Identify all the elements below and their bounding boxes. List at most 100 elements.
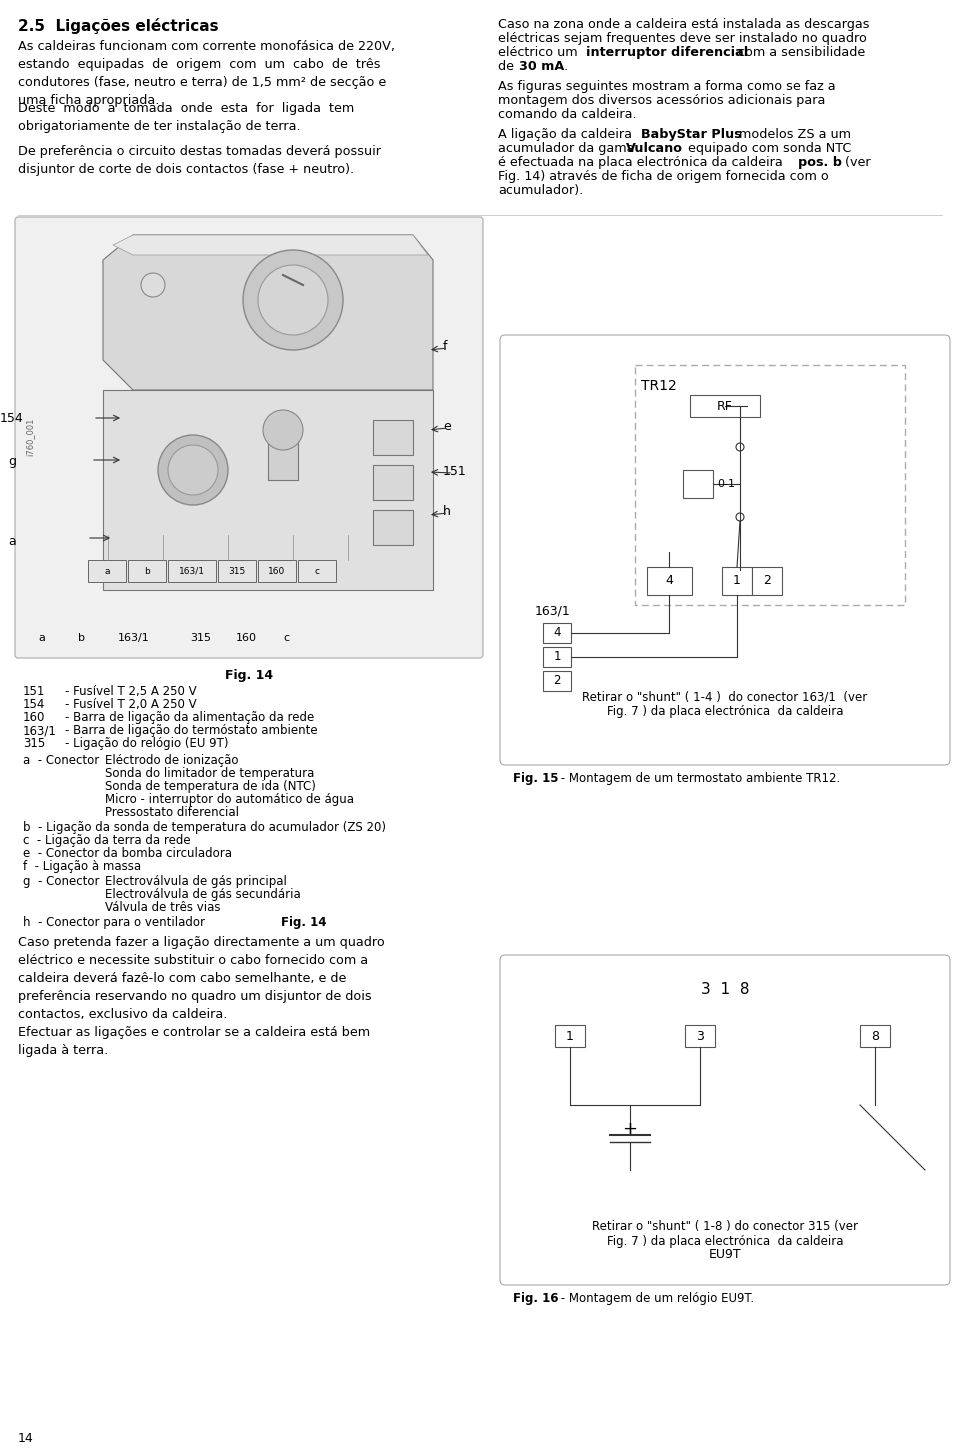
Polygon shape [113, 234, 428, 255]
Bar [860, 1025, 890, 1047]
Bar [88, 561, 126, 582]
Text: montagem dos diversos acessórios adicionais para: montagem dos diversos acessórios adicion… [498, 95, 826, 106]
Text: 30 mA: 30 mA [519, 60, 564, 73]
Text: a  - Conector: a - Conector [23, 754, 99, 767]
Text: 315: 315 [23, 737, 45, 750]
Text: b: b [144, 566, 150, 575]
Text: 2: 2 [763, 575, 771, 588]
Circle shape [736, 513, 744, 521]
Text: 1: 1 [733, 575, 741, 588]
FancyBboxPatch shape [500, 335, 950, 764]
Text: 4: 4 [665, 575, 673, 588]
Text: 163/1: 163/1 [118, 633, 150, 644]
Text: .: . [564, 60, 568, 73]
Text: 14: 14 [18, 1433, 34, 1444]
Text: 163/1: 163/1 [179, 566, 205, 575]
Text: Deste  modo  a  tomada  onde  esta  for  ligada  tem
obrigatoriamente de ter ins: Deste modo a tomada onde esta for ligada… [18, 102, 354, 132]
Text: - Montagem de um termostato ambiente TR12.: - Montagem de um termostato ambiente TR1… [557, 772, 840, 785]
Text: 0-1: 0-1 [717, 479, 735, 489]
Text: b: b [78, 633, 85, 644]
Text: Vulcano: Vulcano [626, 143, 683, 154]
Text: Electroválvula de gás secundária: Electroválvula de gás secundária [105, 888, 300, 901]
Text: RF: RF [717, 399, 732, 412]
Text: 160: 160 [269, 566, 286, 575]
Bar [543, 646, 571, 667]
Text: Sonda do limitador de temperatura: Sonda do limitador de temperatura [105, 767, 314, 780]
Text: Caso pretenda fazer a ligação directamente a um quadro
eléctrico e necessite sub: Caso pretenda fazer a ligação directamen… [18, 936, 385, 1057]
Text: Fig. 14) através de ficha de origem fornecida com o: Fig. 14) através de ficha de origem forn… [498, 170, 828, 183]
Text: acumulador).: acumulador). [498, 183, 584, 197]
Text: a: a [8, 534, 15, 547]
Text: pos. b: pos. b [798, 156, 842, 169]
Text: 2: 2 [553, 674, 561, 687]
Text: comando da caldeira.: comando da caldeira. [498, 108, 636, 121]
Bar [168, 561, 216, 582]
Text: interruptor diferencial: interruptor diferencial [586, 47, 748, 60]
Text: Sonda de temperatura de ida (NTC): Sonda de temperatura de ida (NTC) [105, 780, 316, 794]
Text: A ligação da caldeira: A ligação da caldeira [498, 128, 636, 141]
Bar [752, 566, 782, 596]
Text: Pressostato diferencial: Pressostato diferencial [105, 807, 239, 818]
Text: Retirar o "shunt" ( 1-4 )  do conector 163/1  (ver: Retirar o "shunt" ( 1-4 ) do conector 16… [583, 690, 868, 703]
Text: Retirar o "shunt" ( 1-8 ) do conector 315 (ver: Retirar o "shunt" ( 1-8 ) do conector 31… [592, 1220, 858, 1233]
Circle shape [158, 435, 228, 505]
Circle shape [243, 250, 343, 349]
Circle shape [736, 443, 744, 451]
Bar [218, 561, 256, 582]
Text: b  - Ligação da sonda de temperatura do acumulador (ZS 20): b - Ligação da sonda de temperatura do a… [23, 821, 386, 834]
Text: eléctrico um: eléctrico um [498, 47, 582, 60]
Text: 3  1  8: 3 1 8 [701, 981, 749, 997]
Text: Fig. 14: Fig. 14 [225, 668, 273, 681]
Bar [690, 395, 760, 416]
Bar [543, 671, 571, 692]
Text: 3: 3 [696, 1029, 704, 1042]
Text: - Fusível T 2,5 A 250 V: - Fusível T 2,5 A 250 V [65, 684, 197, 697]
Text: com a sensibilidade: com a sensibilidade [734, 47, 865, 60]
Bar [683, 470, 713, 498]
Text: 4: 4 [553, 626, 561, 639]
Text: 160: 160 [23, 711, 45, 724]
Text: De preferência o circuito destas tomadas deverá possuir
disjuntor de corte de do: De preferência o circuito destas tomadas… [18, 146, 381, 176]
Bar [543, 623, 571, 644]
Text: e  - Conector da bomba circuladora: e - Conector da bomba circuladora [23, 847, 232, 860]
Text: acumulador da gama: acumulador da gama [498, 143, 638, 154]
Text: c  - Ligação da terra da rede: c - Ligação da terra da rede [23, 834, 191, 847]
Circle shape [258, 265, 328, 335]
Text: 315: 315 [190, 633, 211, 644]
Text: TR12: TR12 [641, 379, 677, 393]
Text: de: de [498, 60, 518, 73]
Text: 154: 154 [23, 697, 45, 711]
Text: Fig. 14: Fig. 14 [281, 916, 326, 929]
Text: c: c [315, 566, 320, 575]
Text: - Barra de ligação da alimentação da rede: - Barra de ligação da alimentação da red… [65, 711, 314, 724]
Circle shape [263, 411, 303, 450]
Text: g: g [8, 454, 16, 467]
Bar [647, 566, 692, 596]
Text: 154: 154 [0, 412, 24, 425]
Text: BabyStar Plus: BabyStar Plus [641, 128, 742, 141]
Polygon shape [103, 234, 433, 390]
Bar [298, 561, 336, 582]
Text: 151: 151 [23, 684, 45, 697]
Text: i760_001: i760_001 [26, 418, 35, 456]
Text: Micro - interruptor do automático de água: Micro - interruptor do automático de águ… [105, 794, 354, 807]
Text: (ver: (ver [841, 156, 871, 169]
Polygon shape [103, 390, 433, 590]
Text: Válvula de três vias: Válvula de três vias [105, 901, 221, 914]
Text: é efectuada na placa electrónica da caldeira: é efectuada na placa electrónica da cald… [498, 156, 787, 169]
Text: c: c [283, 633, 289, 644]
Bar [258, 561, 296, 582]
Text: 1: 1 [566, 1029, 574, 1042]
Text: Eléctrodo de ionização: Eléctrodo de ionização [105, 754, 238, 767]
Text: 163/1: 163/1 [23, 724, 57, 737]
Text: g  - Conector: g - Conector [23, 875, 100, 888]
Text: h: h [443, 505, 451, 518]
Text: 151: 151 [443, 464, 467, 478]
Text: - Ligação do relógio (EU 9T): - Ligação do relógio (EU 9T) [65, 737, 228, 750]
Text: modelos ZS a um: modelos ZS a um [735, 128, 851, 141]
Bar [373, 419, 413, 454]
Text: - Montagem de um relógio EU9T.: - Montagem de um relógio EU9T. [557, 1291, 755, 1305]
Text: 2.5  Ligações eléctricas: 2.5 Ligações eléctricas [18, 17, 219, 33]
Text: Fig. 7 ) da placa electrónica  da caldeira: Fig. 7 ) da placa electrónica da caldeir… [607, 1235, 843, 1248]
Circle shape [141, 272, 165, 297]
